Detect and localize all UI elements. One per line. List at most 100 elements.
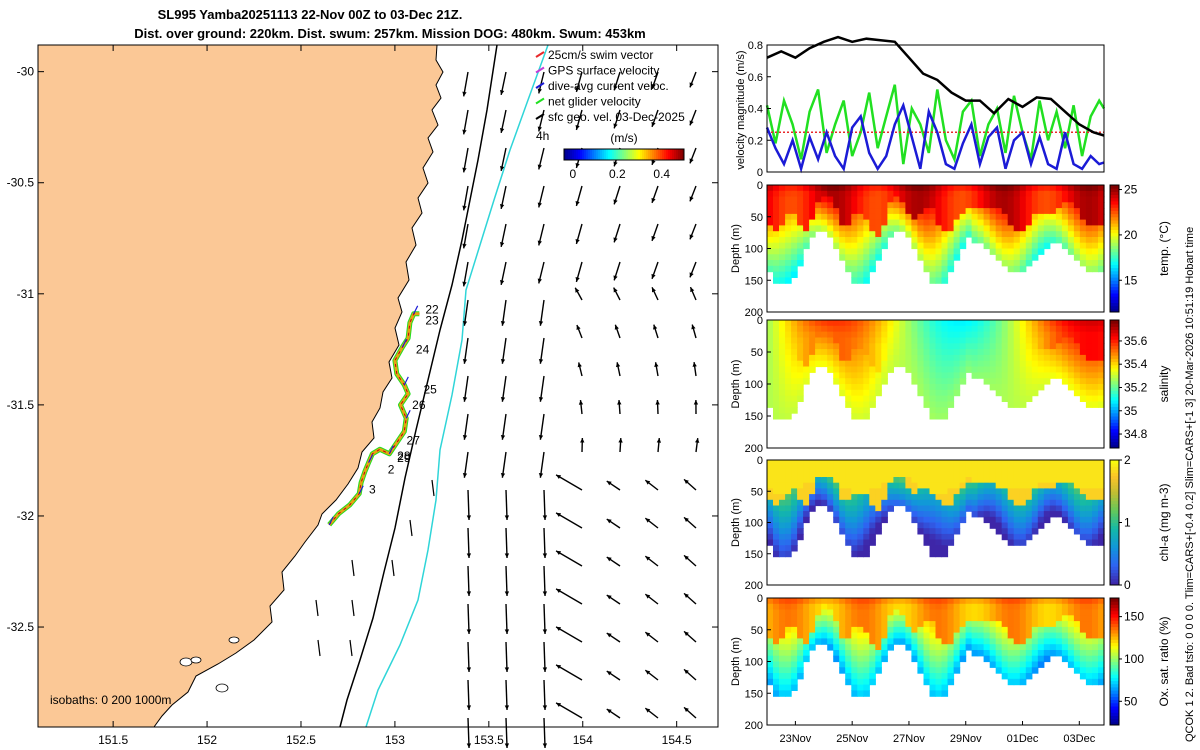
section-cell [1098, 632, 1105, 639]
section-cell [869, 231, 876, 238]
section-cell [851, 254, 858, 261]
section-cell [1073, 626, 1081, 634]
section-cell [1085, 202, 1093, 209]
section-cell [1092, 511, 1099, 518]
section-cell [971, 488, 979, 495]
surface-velocity-arrowhead [613, 161, 618, 167]
section-cell [833, 331, 840, 338]
section-cell [1001, 528, 1009, 535]
section-cell [947, 667, 955, 674]
section-cell [785, 254, 792, 261]
section-cell [953, 667, 961, 674]
section-cell [1001, 488, 1009, 495]
section-cell [1073, 598, 1081, 605]
section-cell [1085, 482, 1093, 489]
section-cell [845, 378, 852, 385]
section-cell [773, 603, 780, 611]
section-cell [833, 366, 840, 373]
section-cell [995, 465, 1003, 472]
section-cell [1073, 248, 1081, 255]
section-cell [797, 185, 804, 192]
section-cell [875, 378, 882, 385]
section-cell [809, 626, 816, 634]
section-cell [875, 320, 882, 327]
section-cell [815, 482, 822, 489]
section-cell [1098, 494, 1105, 501]
section-cell [797, 254, 804, 261]
section-cell [1013, 615, 1021, 622]
surface-velocity-arrowhead [651, 197, 656, 203]
section-cell [887, 325, 894, 333]
section-cell [1007, 395, 1015, 402]
section-cell [863, 366, 870, 373]
section-colorbar-label: temp. (°C) [1157, 221, 1171, 276]
section-cell [845, 678, 852, 686]
section-cell [923, 202, 931, 209]
section-cell [1037, 609, 1045, 616]
section-y-tick-label: 50 [751, 212, 763, 224]
section-cell [893, 632, 900, 639]
section-cell [1085, 343, 1093, 350]
surface-velocity-arrowhead [504, 553, 510, 558]
vector-scale-label: 4h [536, 129, 549, 143]
section-cell [917, 667, 924, 674]
section-cell [1098, 320, 1105, 327]
section-cell [857, 655, 864, 663]
section-cell [959, 460, 967, 467]
section-cell [929, 598, 937, 605]
section-colorbar-tick-label: 35.4 [1124, 357, 1148, 371]
map-colorbar-cell [678, 149, 681, 160]
section-cell [869, 265, 876, 273]
surface-velocity-arrowhead [499, 166, 505, 171]
section-cell [1019, 494, 1027, 501]
section-cell [947, 638, 955, 645]
section-cell [851, 482, 858, 489]
dive-average-vector [358, 485, 364, 495]
section-cell [881, 603, 888, 611]
section-cell [1001, 471, 1009, 478]
section-cell [863, 248, 870, 255]
section-cell [851, 225, 858, 232]
section-cell [887, 343, 894, 350]
section-cell [767, 598, 774, 605]
section-cell [995, 460, 1003, 467]
section-cell [1043, 638, 1051, 645]
section-cell [1079, 378, 1087, 385]
section-cell [833, 378, 840, 385]
section-cell [773, 185, 780, 192]
section-cell [977, 511, 985, 518]
section-cell [1013, 678, 1021, 686]
map-colorbar-cell [628, 149, 631, 160]
section-cell [977, 615, 985, 622]
section-cell [965, 638, 973, 645]
surface-velocity-arrowhead [500, 396, 506, 402]
section-cell [821, 354, 828, 362]
section-cell [995, 603, 1003, 611]
section-x-tick-label: 25Nov [836, 733, 868, 745]
surface-velocity-arrowhead [466, 667, 472, 672]
section-cell [845, 494, 852, 501]
section-cell [1013, 533, 1021, 541]
dive-average-vector [401, 338, 407, 348]
section-cell [857, 545, 864, 552]
section-cell [785, 505, 792, 512]
section-cell [977, 494, 985, 501]
section-cell [1025, 366, 1033, 373]
section-cell [857, 242, 864, 250]
section-cell [773, 638, 780, 645]
section-cell [1019, 196, 1027, 203]
dive-average-vector [328, 516, 334, 526]
map-colorbar-cell [672, 149, 675, 160]
section-cell [1007, 511, 1015, 518]
section-cell [839, 331, 846, 338]
section-cell [881, 511, 888, 518]
section-cell [893, 626, 900, 634]
section-cell [1055, 343, 1063, 350]
section-cell [965, 482, 973, 489]
section-cell [917, 615, 924, 622]
section-cell [809, 488, 816, 495]
section-cell [971, 482, 979, 489]
section-cell [935, 354, 943, 362]
section-cell [773, 320, 780, 327]
section-cell [785, 477, 792, 484]
